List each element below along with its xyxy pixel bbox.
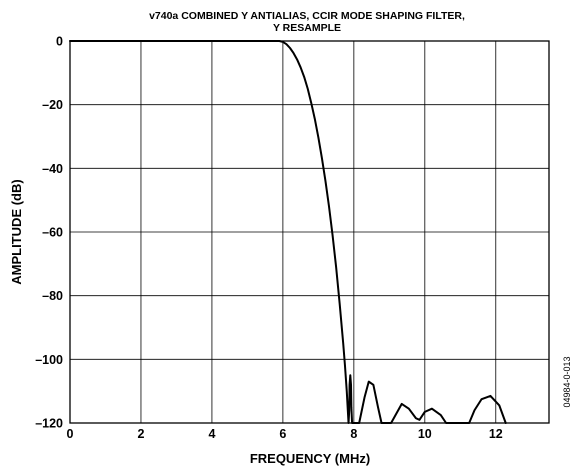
chart-title-line-1: v740a COMBINED Y ANTIALIAS, CCIR MODE SH…: [149, 10, 465, 22]
grid-lines: [70, 41, 549, 423]
y-tick-label: –60: [42, 226, 63, 240]
y-tick-label: –20: [42, 98, 63, 112]
x-tick-label: 8: [350, 427, 357, 441]
x-tick-label: 2: [137, 427, 144, 441]
y-tick-label: –100: [35, 353, 63, 367]
y-axis-label: AMPLITUDE (dB): [9, 179, 24, 284]
chart-title-line-2: Y RESAMPLE: [273, 22, 341, 34]
y-tick-label: –80: [42, 289, 63, 303]
y-tick-label: 0: [56, 35, 63, 49]
x-tick-label: 10: [418, 427, 432, 441]
x-tick-label: 6: [279, 427, 286, 441]
tick-labels: 0 2 4 6 8 10 12 0 –20 –40 –60 –80 –100 –120: [35, 35, 503, 442]
y-tick-label: –40: [42, 162, 63, 176]
x-tick-label: 0: [67, 427, 74, 441]
plot-frame: [69, 40, 550, 424]
frequency-response-line: [69, 40, 507, 424]
x-axis-label: FREQUENCY (MHz): [250, 451, 370, 466]
figure-id: 04984-0-013: [562, 356, 572, 407]
x-tick-label: 4: [208, 427, 215, 441]
y-tick-label: –120: [35, 417, 63, 431]
x-tick-label: 12: [489, 427, 503, 441]
